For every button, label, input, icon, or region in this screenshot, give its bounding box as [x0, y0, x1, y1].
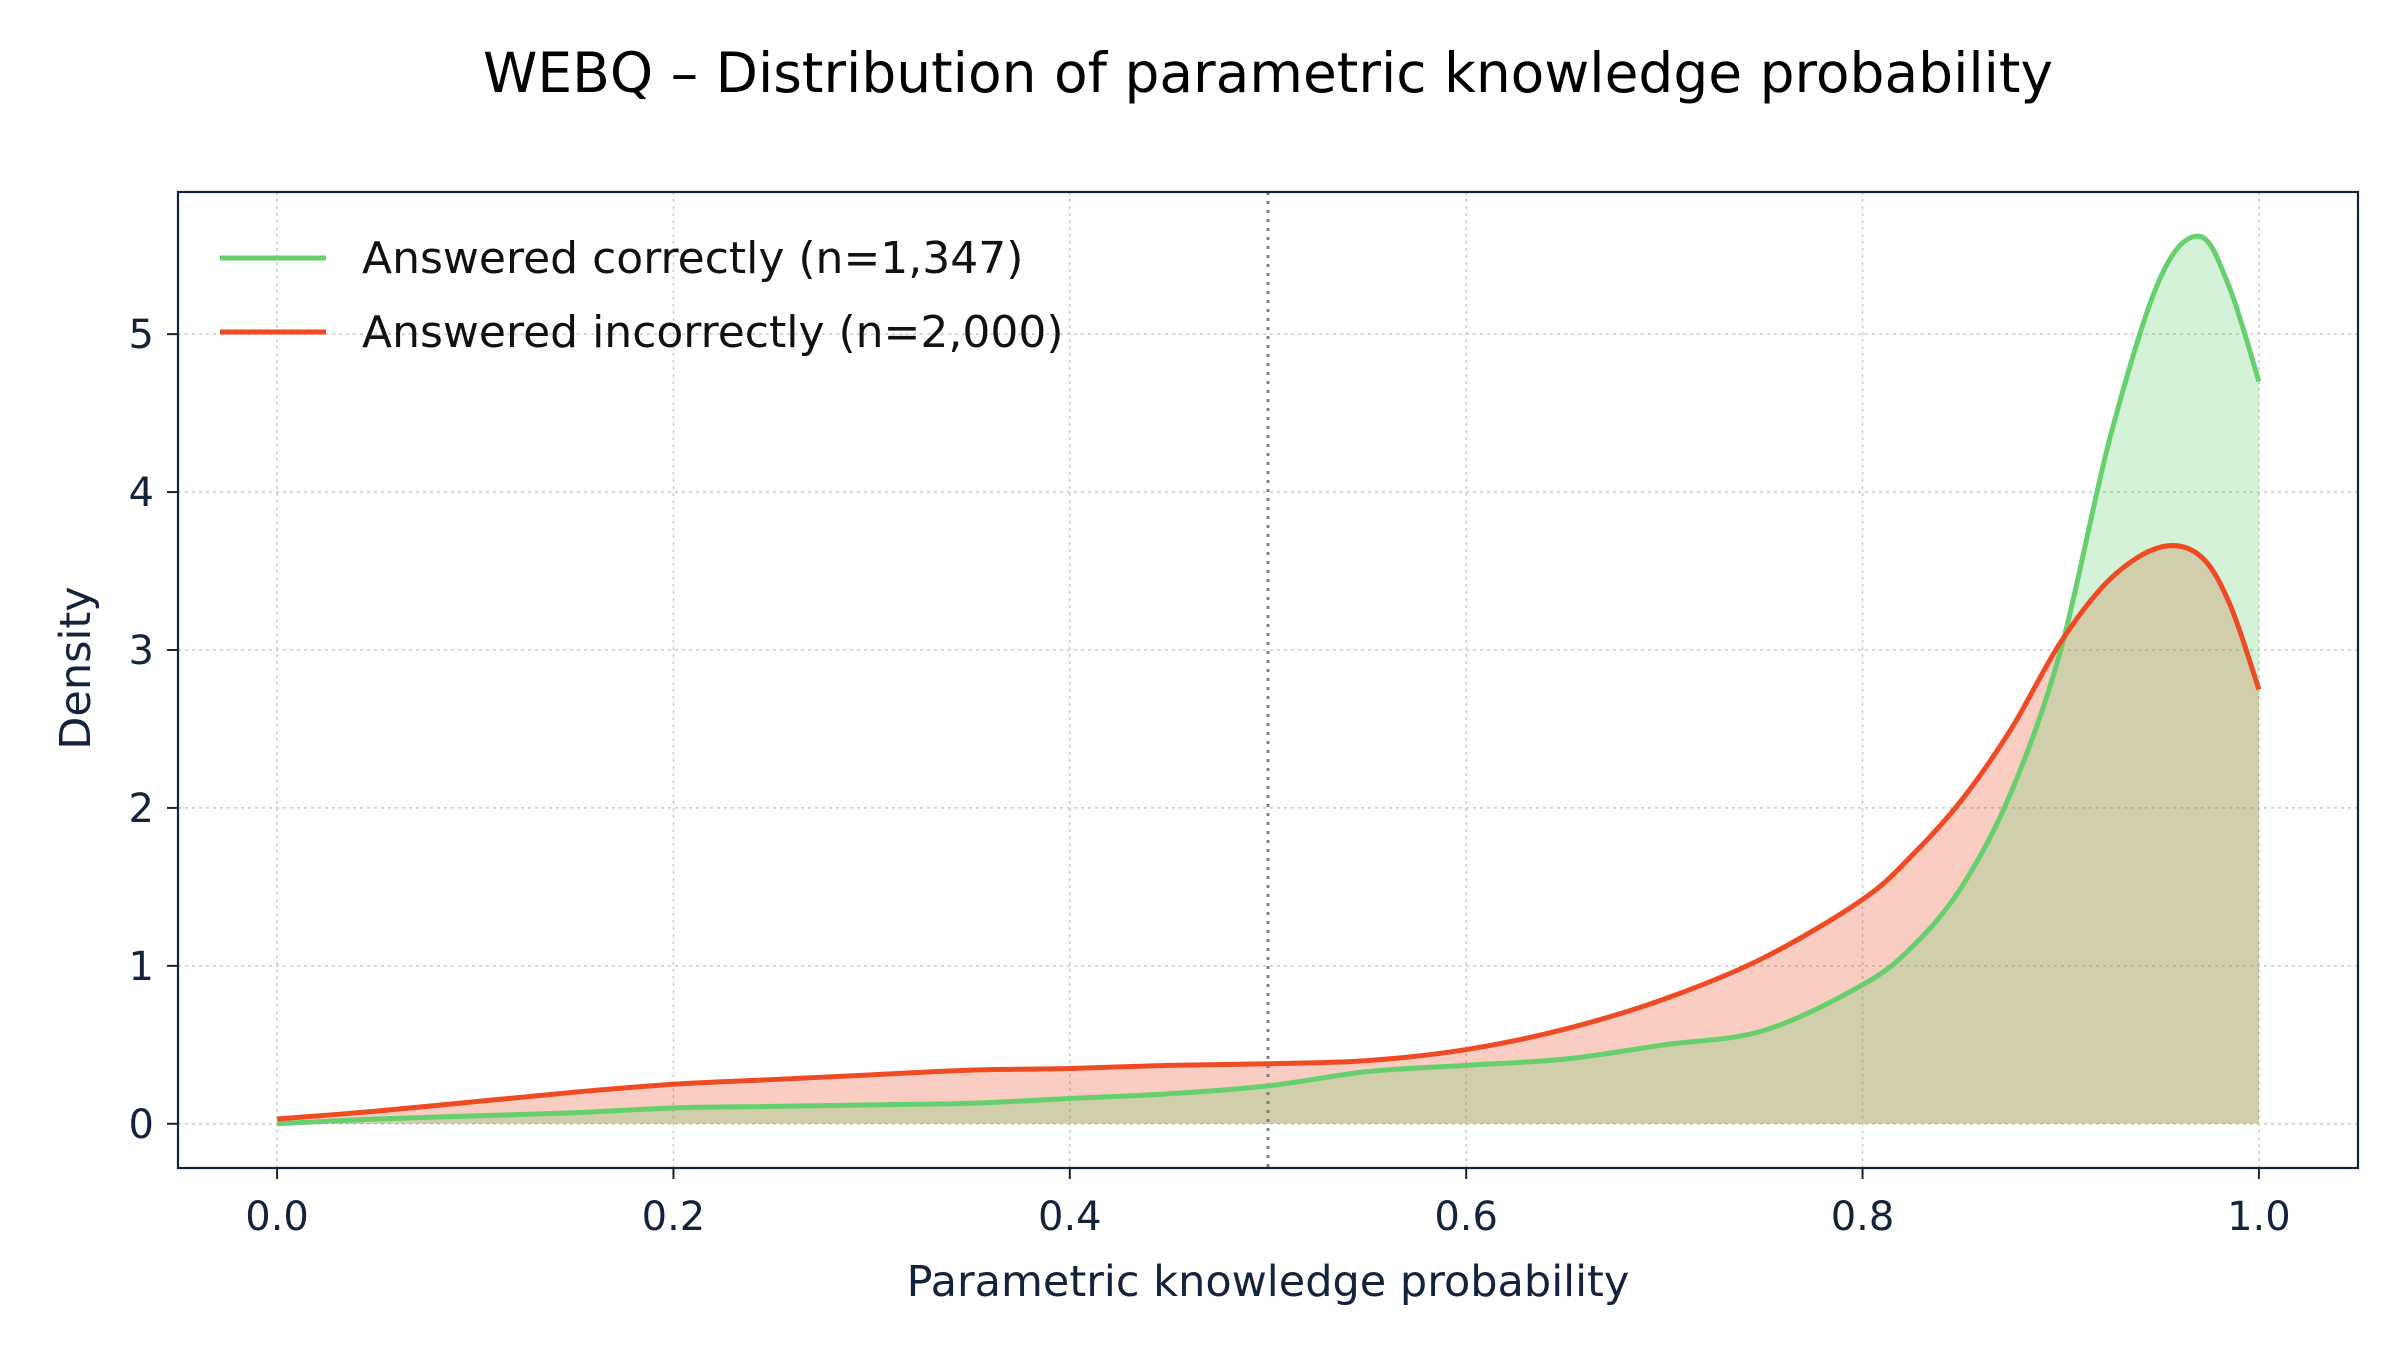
- density-line-incorrect: [276, 543, 2262, 1122]
- x-tick-label: 0.4: [1038, 1194, 1102, 1240]
- x-tick-label: 1.0: [2227, 1194, 2291, 1240]
- grid-lines: [178, 192, 2358, 1168]
- y-tick-label: 3: [129, 628, 154, 674]
- y-tick-label: 5: [129, 312, 154, 358]
- y-tick-label: 4: [129, 470, 154, 516]
- legend: Answered correctly (n=1,347) Answered inc…: [220, 233, 1064, 358]
- y-axis-label: Density: [51, 586, 101, 749]
- y-tick-label: 2: [129, 786, 154, 832]
- density-fill-correct: [277, 236, 2259, 1124]
- y-tick-label: 0: [129, 1102, 154, 1148]
- x-tick-label: 0.2: [642, 1194, 706, 1240]
- x-tick-label: 0.8: [1831, 1194, 1895, 1240]
- x-tick-label: 0.0: [245, 1194, 309, 1240]
- x-tick-label: 0.6: [1434, 1194, 1498, 1240]
- plot-area-frame: [176, 190, 2360, 1170]
- density-fills: [277, 236, 2259, 1124]
- density-curves: [276, 233, 2262, 1127]
- density-line-correct: [276, 233, 2262, 1127]
- x-axis-label: Parametric knowledge probability: [907, 1257, 1630, 1307]
- x-axis-ticks: 0.0 0.2 0.4 0.6 0.8 1.0: [245, 1168, 2291, 1240]
- y-tick-label: 1: [129, 944, 154, 990]
- chart-title: WEBQ – Distribution of parametric knowle…: [483, 41, 2053, 105]
- legend-label-incorrect: Answered incorrectly (n=2,000): [362, 307, 1064, 358]
- density-fill-incorrect: [277, 545, 2259, 1124]
- y-axis-ticks: 0 1 2 3 4 5: [129, 312, 178, 1148]
- legend-label-correct: Answered correctly (n=1,347): [362, 233, 1023, 284]
